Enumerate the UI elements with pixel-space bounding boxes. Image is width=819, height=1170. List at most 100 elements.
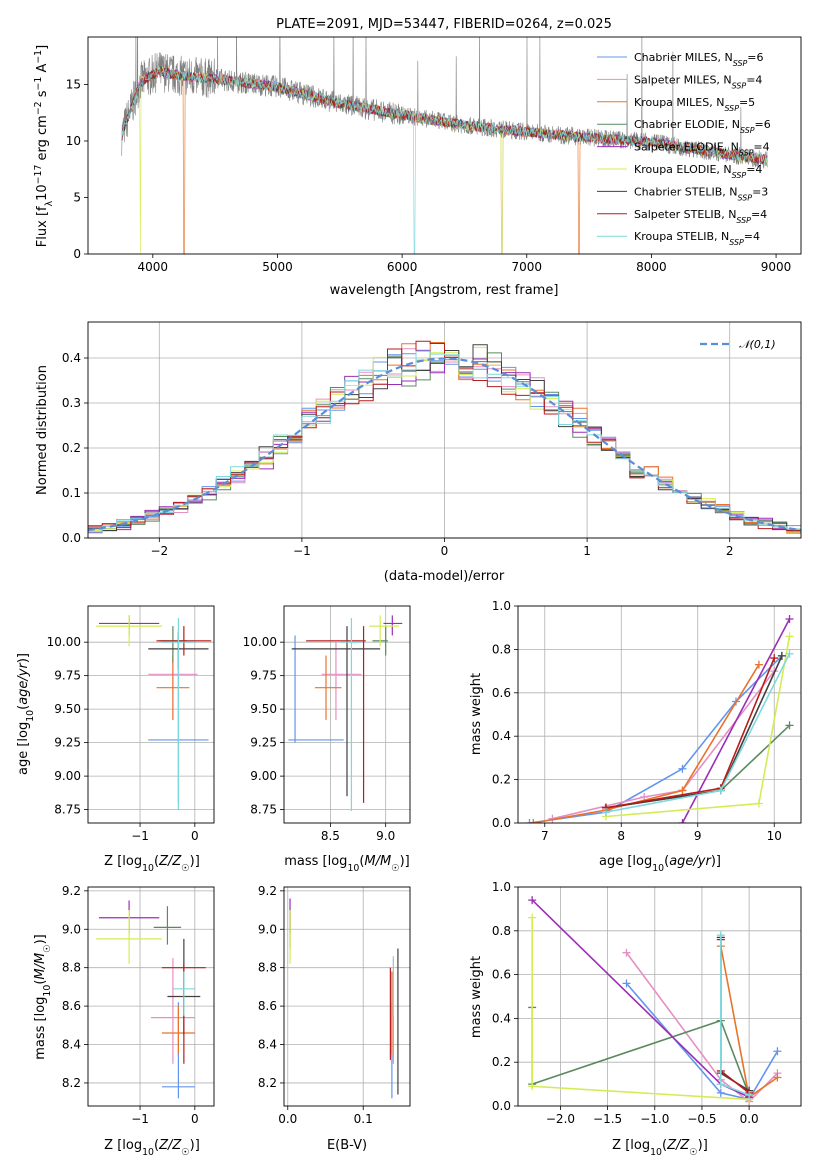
x-tick-label: 0.0 (278, 1112, 297, 1126)
series-path (552, 670, 775, 820)
data-point-marker (622, 948, 631, 957)
y-tick-label: 0.0 (62, 531, 81, 545)
data-point-marker (529, 819, 538, 823)
data-point (161, 1006, 195, 1055)
x-tick-label: 8 (617, 829, 625, 843)
data-point (156, 626, 212, 656)
y-tick-label: 8.2 (62, 1076, 81, 1090)
data-point-marker (601, 808, 610, 817)
series-line (716, 935, 754, 1097)
y-tick-label: 9.75 (54, 669, 81, 683)
series-line (601, 649, 794, 817)
page-title: PLATE=2091, MJD=53447, FIBERID=0264, z=0… (276, 17, 612, 32)
x-tick-label: −2 (150, 544, 168, 558)
y-tick-label: 8.2 (258, 1076, 277, 1090)
y-tick-label: 1.0 (492, 599, 511, 613)
data-point (151, 958, 195, 1064)
legend-entry: Kroupa ELODIE, NSSP=4 (634, 163, 762, 180)
x-axis-label: mass [log10(M/M☉)] (284, 854, 410, 874)
data-point-marker (528, 1082, 537, 1091)
data-point (314, 655, 342, 720)
y-tick-label: 8.4 (62, 1038, 81, 1052)
series-line (528, 913, 754, 1104)
axes-frame (87, 321, 802, 539)
y-tick-label: 8.6 (258, 999, 277, 1013)
y-tick-label: 0.2 (492, 1055, 511, 1069)
y-tick-label: 0.0 (492, 1099, 511, 1113)
y-axis-label: Flux [fλ10−17 erg cm−2 s−1 A−1] (33, 45, 55, 247)
data-point-marker (678, 764, 687, 773)
legend-entry: Chabrier STELIB, NSSP=3 (634, 185, 768, 202)
series-path (531, 1007, 750, 1096)
data-point-marker (754, 799, 763, 808)
series-line (601, 651, 786, 812)
x-tick-label: 9 (694, 829, 702, 843)
legend-entry: Salpeter ELODIE, NSSP=4 (634, 141, 770, 158)
x-tick-label: −1.5 (593, 1112, 622, 1126)
data-point-marker (528, 896, 537, 905)
y-tick-label: 9.2 (62, 884, 81, 898)
data-point (321, 642, 362, 720)
x-axis-label: Z [log10(Z/Z☉)] (104, 1138, 200, 1158)
data-point (156, 655, 190, 720)
axes-frame (87, 36, 802, 255)
series-line (678, 615, 794, 823)
legend-entry: 𝒩(0,1) (739, 338, 776, 351)
chart-mass-vs-ebv: 0.0 0.1 8.2 8.4 8.6 8.8 9.0 9.2 E(B-V) (258, 884, 411, 1153)
axes-frame (87, 886, 215, 1107)
x-tick-label: 0.0 (740, 1112, 759, 1126)
y-tick-label: 0.4 (62, 351, 81, 365)
y-tick-label: 8.4 (258, 1038, 277, 1052)
x-tick-label: 9000 (761, 260, 792, 274)
y-tick-label: 0.8 (492, 924, 511, 938)
y-tick-label: 9.50 (250, 702, 277, 716)
x-axis-label: Z [log10(Z/Z☉)] (612, 1138, 708, 1158)
data-point-marker (716, 1088, 725, 1097)
data-point-marker (785, 632, 794, 641)
y-tick-label: 5 (73, 190, 81, 204)
y-tick-label: 0.1 (62, 486, 81, 500)
plot-area (121, 37, 768, 254)
x-axis-label: (data-model)/error (384, 569, 505, 584)
plot-area (96, 615, 212, 810)
x-tick-label: 1 (583, 544, 591, 558)
model-line-kroupa-stelib (121, 65, 768, 254)
chart-spectrum: 4000 5000 6000 7000 8000 9000 0 5 10 15 wavelength… (33, 36, 802, 298)
data-point-marker (622, 979, 631, 988)
y-axis-label: Normed distribution (35, 365, 50, 495)
y-tick-label: 9.2 (258, 884, 277, 898)
axes-frame (283, 886, 411, 1107)
chart-age-vs-z: −1 0 8.75 9.00 9.25 9.50 9.75 10.00 Z [log10(Z/Z… (16, 605, 215, 874)
y-tick-label: 8.8 (62, 961, 81, 975)
y-tick-label: 8.75 (250, 803, 277, 817)
y-axis-label: mass weight (469, 956, 484, 1038)
y-axis-label: age [log10(age/yr)] (16, 653, 36, 775)
data-point-marker (777, 651, 786, 660)
y-tick-label: 15 (66, 77, 81, 91)
x-tick-label: 7000 (511, 260, 542, 274)
data-point-marker (770, 654, 779, 663)
y-axis-label: mass weight (469, 673, 484, 755)
x-tick-label: 7 (541, 829, 549, 843)
y-tick-label: 9.75 (250, 669, 277, 683)
y-tick-label: 9.25 (54, 736, 81, 750)
data-point (96, 615, 162, 647)
axes-frame (283, 605, 411, 824)
data-point-marker (785, 615, 794, 624)
data-point-marker (678, 819, 687, 823)
y-tick-label: 0 (73, 247, 81, 261)
series-path (681, 618, 791, 823)
data-point-marker (716, 786, 725, 795)
normal-reference-curve (88, 357, 801, 532)
x-tick-label: 8000 (636, 260, 667, 274)
x-tick-label: −2.0 (546, 1112, 575, 1126)
data-point-marker (678, 786, 687, 795)
series-path (531, 917, 750, 1101)
y-tick-label: 8.75 (54, 803, 81, 817)
x-tick-label: 8.5 (321, 829, 340, 843)
data-point-marker (528, 913, 537, 922)
plot-area (528, 896, 782, 1106)
y-tick-label: 0.0 (492, 816, 511, 830)
series-path (720, 937, 750, 1092)
